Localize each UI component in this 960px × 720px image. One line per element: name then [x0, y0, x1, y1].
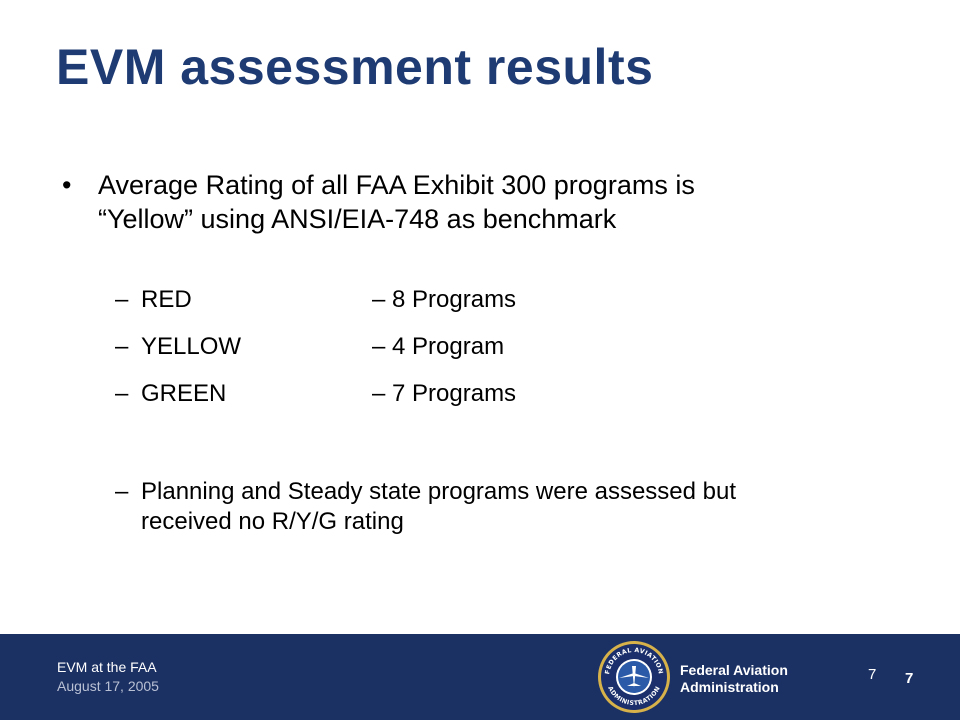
- footer-bar: EVM at the FAA August 17, 2005 FEDERAL A…: [0, 634, 960, 720]
- page-number-bold: 7: [905, 670, 914, 687]
- rating-count: – 4 Program: [372, 333, 505, 360]
- footer-agency-name: Federal Aviation Administration: [680, 662, 820, 696]
- rating-name: GREEN: [141, 380, 227, 407]
- agency-line-2: Administration: [680, 679, 779, 695]
- main-bullet-line-1: Average Rating of all FAA Exhibit 300 pr…: [98, 170, 695, 200]
- rating-count: – 8 Programs: [372, 286, 517, 313]
- note-line-1: Planning and Steady state programs were …: [141, 478, 737, 505]
- sub-dash: –: [115, 380, 129, 407]
- note-line-2: received no R/Y/G rating: [141, 508, 404, 535]
- sub-dash: –: [115, 286, 129, 313]
- bullet-marker: •: [62, 170, 72, 200]
- agency-line-1: Federal Aviation: [680, 662, 788, 678]
- faa-seal-icon: FEDERAL AVIATION ADMINISTRATION: [598, 641, 670, 713]
- sub-dash: –: [115, 333, 129, 360]
- sub-dash: –: [115, 478, 129, 505]
- page-number: 7: [868, 666, 877, 683]
- rating-count: – 7 Programs: [372, 380, 517, 407]
- footer-date: August 17, 2005: [57, 678, 159, 694]
- slide-title: EVM assessment results: [56, 39, 654, 95]
- rating-name: YELLOW: [141, 333, 242, 360]
- footer-presentation-title: EVM at the FAA: [57, 659, 157, 675]
- main-bullet-line-2: “Yellow” using ANSI/EIA-748 as benchmark: [98, 204, 617, 234]
- main-bullet-text: Average Rating of all FAA Exhibit 300 pr…: [98, 168, 858, 236]
- rating-name: RED: [141, 286, 192, 313]
- note-text: Planning and Steady state programs were …: [141, 477, 831, 537]
